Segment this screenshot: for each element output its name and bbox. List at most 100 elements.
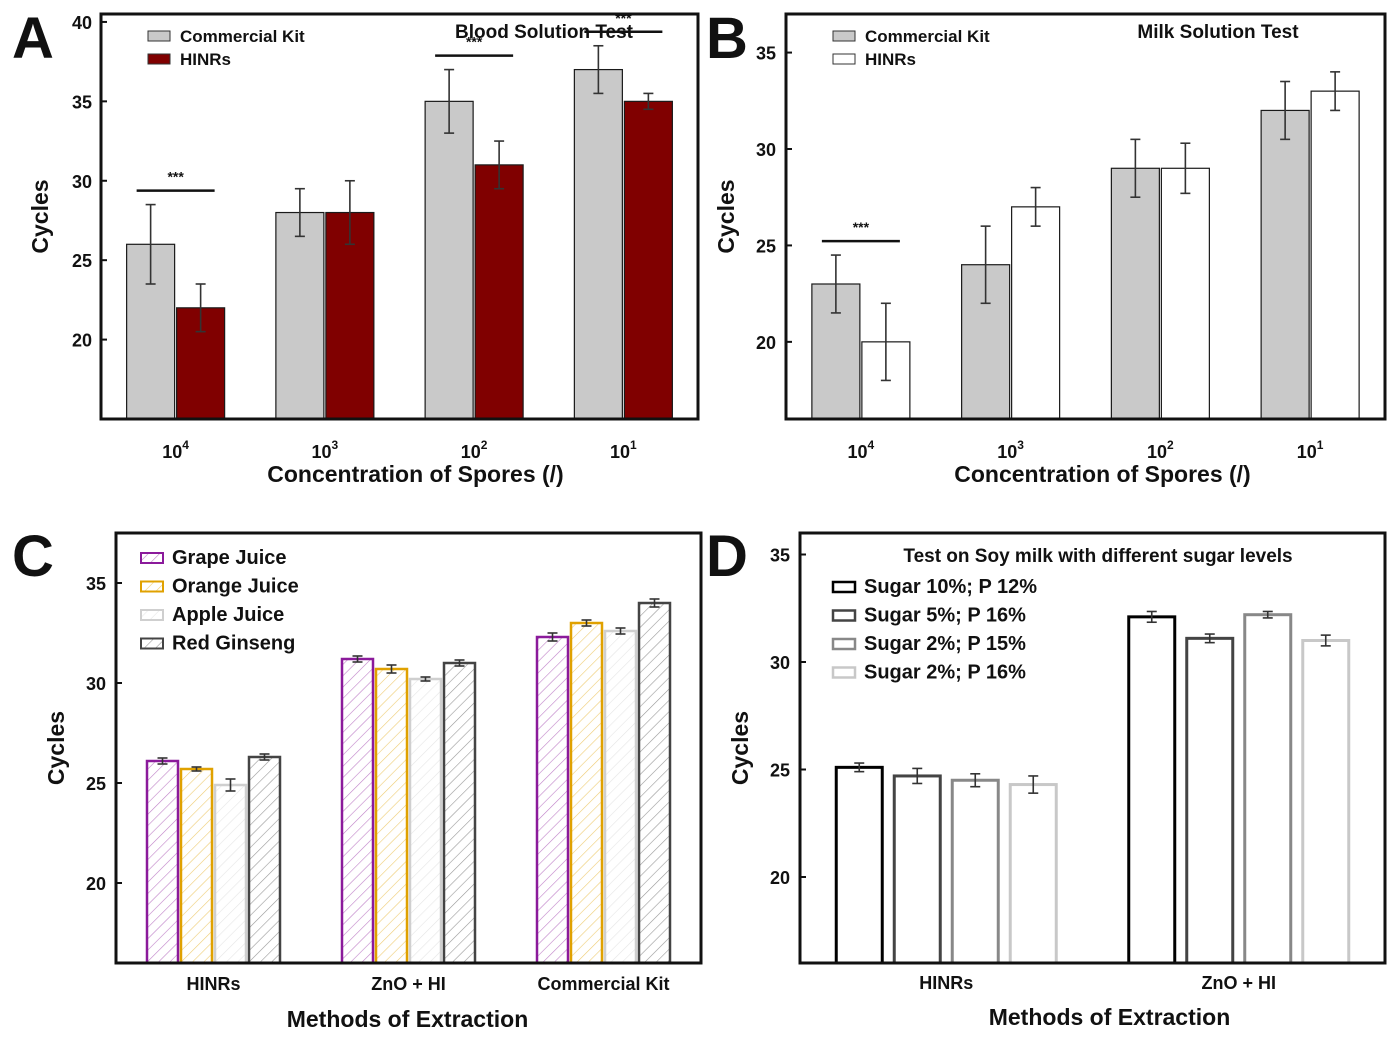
significance-label: *** bbox=[615, 10, 632, 26]
bar bbox=[892, 774, 942, 965]
bar bbox=[637, 601, 672, 965]
y-tick-label: 35 bbox=[86, 574, 106, 594]
bar bbox=[145, 759, 180, 965]
bar bbox=[1160, 167, 1210, 420]
bar bbox=[535, 635, 570, 965]
x-tick-label: ZnO + HI bbox=[371, 974, 446, 994]
bar bbox=[1260, 109, 1310, 420]
plot-frame bbox=[99, 12, 700, 421]
legend-label: Sugar 10%; P 12% bbox=[864, 576, 1037, 598]
bar bbox=[834, 765, 884, 965]
y-tick-label: 30 bbox=[72, 172, 92, 192]
y-tick-label: 30 bbox=[770, 653, 790, 673]
bar bbox=[1110, 167, 1160, 420]
significance-label: *** bbox=[167, 169, 184, 185]
bar bbox=[474, 164, 524, 420]
bar bbox=[623, 100, 673, 420]
x-axis-label: Concentration of Spores (/) bbox=[267, 461, 563, 487]
y-tick-label: 20 bbox=[72, 331, 92, 351]
bar bbox=[325, 211, 375, 420]
x-axis-label: Methods of Extraction bbox=[287, 1006, 529, 1032]
panel-label: C bbox=[12, 524, 54, 589]
legend: Commercial Kit HINRs bbox=[832, 27, 990, 69]
legend-swatch bbox=[831, 666, 857, 679]
legend-swatch bbox=[832, 53, 856, 65]
significance-label: *** bbox=[853, 219, 870, 235]
x-tick-label: 102 bbox=[1147, 438, 1174, 462]
bar bbox=[950, 778, 1000, 965]
y-tick-label: 25 bbox=[72, 251, 92, 271]
plot-frame bbox=[798, 531, 1387, 965]
legend-label: Sugar 2%; P 15% bbox=[864, 633, 1026, 655]
legend-swatch bbox=[831, 609, 857, 622]
legend-swatch bbox=[147, 53, 171, 65]
x-axis-label: Methods of Extraction bbox=[989, 1004, 1231, 1030]
y-tick-label: 20 bbox=[86, 874, 106, 894]
y-axis-label: Cycles bbox=[43, 711, 69, 785]
bar bbox=[213, 783, 248, 965]
y-tick-label: 20 bbox=[756, 333, 776, 353]
y-tick-label: 35 bbox=[756, 44, 776, 64]
bar bbox=[603, 629, 638, 965]
bar bbox=[1301, 639, 1351, 965]
legend-label: HINRs bbox=[180, 50, 231, 69]
bar bbox=[340, 657, 375, 965]
x-tick-label: HINRs bbox=[186, 974, 240, 994]
legend-label: Orange Juice bbox=[172, 576, 299, 598]
bar bbox=[424, 100, 474, 420]
y-tick-label: 25 bbox=[770, 761, 790, 781]
legend-swatch bbox=[140, 580, 164, 593]
legend-label: Apple Juice bbox=[172, 604, 284, 626]
panel-b: B Milk Solution Test 104 103 102 101 *** 20 25 30… bbox=[706, 6, 1387, 487]
bar bbox=[374, 667, 409, 965]
legend-label: Red Ginseng bbox=[172, 633, 295, 655]
bar bbox=[247, 755, 282, 965]
bar bbox=[573, 68, 623, 420]
bar bbox=[275, 211, 325, 420]
y-tick-label: 35 bbox=[770, 546, 790, 566]
legend-swatch bbox=[140, 637, 164, 650]
panel-label: A bbox=[12, 6, 54, 71]
legend: Commercial Kit HINRs bbox=[147, 27, 305, 69]
legend: Sugar 10%; P 12% Sugar 5%; P 16% Sugar 2%;… bbox=[831, 576, 1037, 684]
legend-swatch bbox=[140, 609, 164, 621]
bar bbox=[1310, 90, 1360, 420]
x-tick-label: HINRs bbox=[919, 973, 973, 993]
x-tick-label: 103 bbox=[312, 438, 339, 462]
chart-title: Blood Solution Test bbox=[455, 22, 634, 43]
panel-d: D Test on Soy milk with different sugar l… bbox=[706, 524, 1387, 1030]
legend-swatch bbox=[831, 637, 857, 651]
x-tick-label: 104 bbox=[848, 438, 875, 462]
panel-a: A Blood Solution Test 104 103 102 101 *** *** **… bbox=[12, 6, 700, 487]
panel-label: B bbox=[706, 6, 748, 71]
legend-swatch bbox=[147, 30, 171, 42]
x-axis-label: Concentration of Spores (/) bbox=[954, 461, 1250, 487]
x-tick-label: 104 bbox=[162, 438, 189, 462]
chart-title: Test on Soy milk with different sugar le… bbox=[903, 546, 1292, 567]
y-axis-label: Cycles bbox=[727, 711, 753, 785]
chart-title: Milk Solution Test bbox=[1137, 22, 1299, 43]
y-tick-label: 20 bbox=[770, 868, 790, 888]
legend-swatch bbox=[140, 552, 164, 564]
bar bbox=[126, 243, 176, 420]
y-axis-label: Cycles bbox=[27, 179, 53, 253]
bar bbox=[1185, 636, 1235, 965]
legend-label: Sugar 2%; P 16% bbox=[864, 662, 1026, 684]
x-tick-label: Commercial Kit bbox=[537, 974, 669, 994]
legend: Grape Juice Orange Juice Apple Juice Red Gi… bbox=[140, 547, 299, 655]
bar bbox=[1127, 615, 1177, 965]
y-tick-label: 25 bbox=[756, 236, 776, 256]
bar bbox=[1011, 206, 1061, 420]
significance-label: *** bbox=[466, 34, 483, 50]
legend-label: Commercial Kit bbox=[865, 27, 990, 46]
y-tick-label: 40 bbox=[72, 13, 92, 33]
legend-label: Commercial Kit bbox=[180, 27, 305, 46]
x-tick-label: ZnO + HI bbox=[1201, 973, 1276, 993]
x-tick-label: 102 bbox=[461, 438, 488, 462]
bar bbox=[442, 661, 477, 965]
plot-frame bbox=[784, 12, 1387, 421]
bar bbox=[1243, 613, 1293, 965]
panel-c: C HINRs ZnO + HI Commercial Kit 20 25 30 35 Cycl… bbox=[12, 524, 703, 1032]
bar bbox=[408, 677, 443, 965]
